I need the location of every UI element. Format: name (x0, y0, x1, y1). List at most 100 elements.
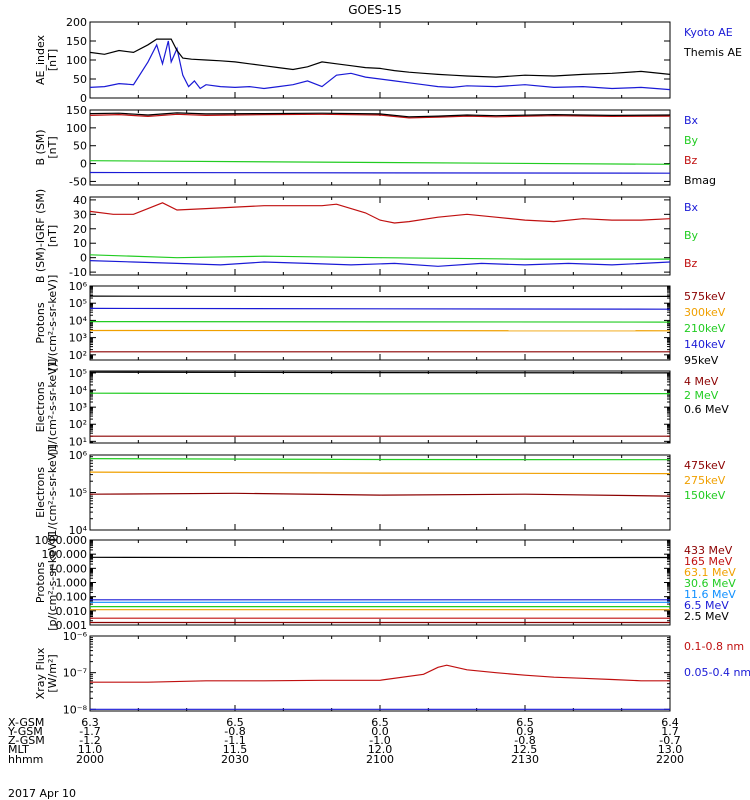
y-axis-label: Xray Flux[W/m²] (34, 647, 59, 699)
panel-frame (89, 539, 671, 626)
orbit-value: 1.7 (661, 725, 679, 738)
orbit-value: -1.7 (79, 725, 100, 738)
series-0-1-0-8-nm (90, 664, 670, 683)
orbit-row-label: Y-GSM (7, 725, 43, 738)
series-210kev (89, 321, 671, 323)
orbit-value: 2200 (656, 753, 684, 766)
y-tick-label: 10¹ (69, 435, 87, 448)
legend-entry: 0.05-0.4 nm (684, 666, 750, 679)
series-themis-ae (89, 38, 671, 78)
legend-entry: 4 MeV (684, 375, 719, 388)
y-axis-label: Protons[p/(cm²-s-sr-keV)] (34, 534, 59, 631)
y-tick-label: 50 (73, 140, 87, 153)
y-tick-label: 150 (66, 35, 87, 48)
legend-entry: By (684, 134, 699, 147)
series-bz (89, 202, 671, 224)
y-tick-label: -50 (69, 175, 87, 188)
panel-frame (89, 635, 671, 712)
legend-entry: 210keV (684, 322, 726, 335)
y-tick-label: 0.100 (56, 591, 88, 604)
y-tick-label: 40 (73, 194, 87, 207)
legend-entry: Themis AE (683, 46, 742, 59)
y-tick-label: 10³ (69, 332, 87, 345)
orbit-value: 2030 (221, 753, 249, 766)
orbit-value: 6.4 (661, 716, 679, 729)
legend-entry: Bz (684, 154, 698, 167)
panel-2: -50 0 50 100 150 B (SM)[nT] Bx By Bz Bmag (34, 104, 716, 188)
series-bx (89, 260, 671, 267)
orbit-value: 2130 (511, 753, 539, 766)
legend-entry: 2 MeV (684, 389, 719, 402)
orbit-value: 6.5 (226, 716, 244, 729)
y-tick-label: 0.001 (56, 619, 88, 632)
orbit-value: -0.8 (224, 725, 245, 738)
y-tick-label: 100 (66, 54, 87, 67)
legend-entry: 0.6 MeV (684, 403, 729, 416)
orbit-value: -1.1 (224, 734, 245, 747)
series-by (89, 160, 671, 165)
legend-entry: Bmag (684, 174, 716, 187)
series-by (89, 254, 670, 260)
y-tick-label: 20 (73, 223, 87, 236)
y-tick-label: 0 (80, 158, 87, 171)
series-kyoto-ae (89, 40, 671, 91)
y-axis-label: B (SM)-IGRF (SM)[nT] (34, 189, 59, 283)
legend-entry: 6.5 MeV (684, 599, 729, 612)
series-2-mev (89, 392, 671, 395)
series-bz (89, 113, 671, 119)
panel-4: 10² 10³ 10⁴ 10⁵ 10⁶ Protons[1/(cm²-s-sr-keV)]… (34, 275, 726, 372)
y-tick-label: 0 (80, 252, 87, 265)
series-bmag (89, 112, 671, 118)
orbit-value: -0.7 (659, 734, 680, 747)
legend-entry: 150keV (684, 489, 726, 502)
y-axis-label: Protons[1/(cm²-s-sr-keV)] (34, 275, 59, 372)
orbit-row-label: Z-GSM (8, 734, 45, 747)
panel-frame (89, 454, 671, 531)
panel-frame (89, 370, 671, 444)
orbit-value: 6.5 (371, 716, 389, 729)
orbit-value: 12.5 (513, 743, 538, 756)
y-tick-label: 0.010 (56, 605, 88, 618)
legend-entry: 475keV (684, 459, 726, 472)
y-tick-label: 50 (73, 73, 87, 86)
orbit-value: 0.9 (516, 725, 534, 738)
y-tick-label: 10 (73, 237, 87, 250)
y-tick-label: -10 (69, 266, 87, 279)
legend-entry: 433 MeV (684, 544, 733, 557)
orbit-row-label: X-GSM (8, 716, 44, 729)
series-0-6-mev (89, 371, 671, 374)
legend-entry: 11.6 MeV (684, 588, 736, 601)
y-tick-label: 100 (66, 122, 87, 135)
legend-entry: Bz (684, 257, 698, 270)
y-tick-label: 1.000 (56, 577, 88, 590)
y-tick-label: 10⁵ (69, 297, 87, 310)
legend-entry: 140keV (684, 338, 726, 351)
panel-1: 0 50 100 150 200 AE_index[nT] Kyoto AE Themis A… (34, 16, 742, 105)
orbit-row-label: hhmm (8, 753, 43, 766)
y-tick-label: 10² (69, 349, 87, 362)
y-axis-label: AE_index[nT] (34, 34, 59, 85)
orbit-row-label: MLT (8, 743, 29, 756)
legend-entry: 0.1-0.8 nm (684, 640, 744, 653)
legend-entry: 95keV (684, 354, 719, 367)
panel-frame (89, 109, 671, 186)
orbit-value: 11.5 (223, 743, 248, 756)
y-tick-label: 10² (69, 418, 87, 431)
y-axis-label: B (SM)[nT] (34, 129, 59, 165)
legend-entry: 300keV (684, 306, 726, 319)
legend-entry: Bx (684, 114, 699, 127)
series-140kev (89, 307, 671, 310)
date-label: 2017 Apr 10 (8, 787, 76, 800)
y-tick-label: 30 (73, 208, 87, 221)
y-tick-label: 10⁶ (69, 280, 88, 293)
orbit-value: 6.3 (81, 716, 99, 729)
y-tick-label: 10³ (69, 401, 87, 414)
panel-8: 10⁻⁸ 10⁻⁷ 10⁻⁶ Xray Flux[W/m²] 0.1-0.8 nm 0.0… (34, 630, 750, 716)
y-tick-label: 10.000 (49, 562, 88, 575)
series-2-5-mev (89, 556, 671, 559)
y-tick-label: 150 (66, 104, 87, 117)
legend-entry: 63.1 MeV (684, 566, 736, 579)
legend-entry: Kyoto AE (684, 26, 733, 39)
